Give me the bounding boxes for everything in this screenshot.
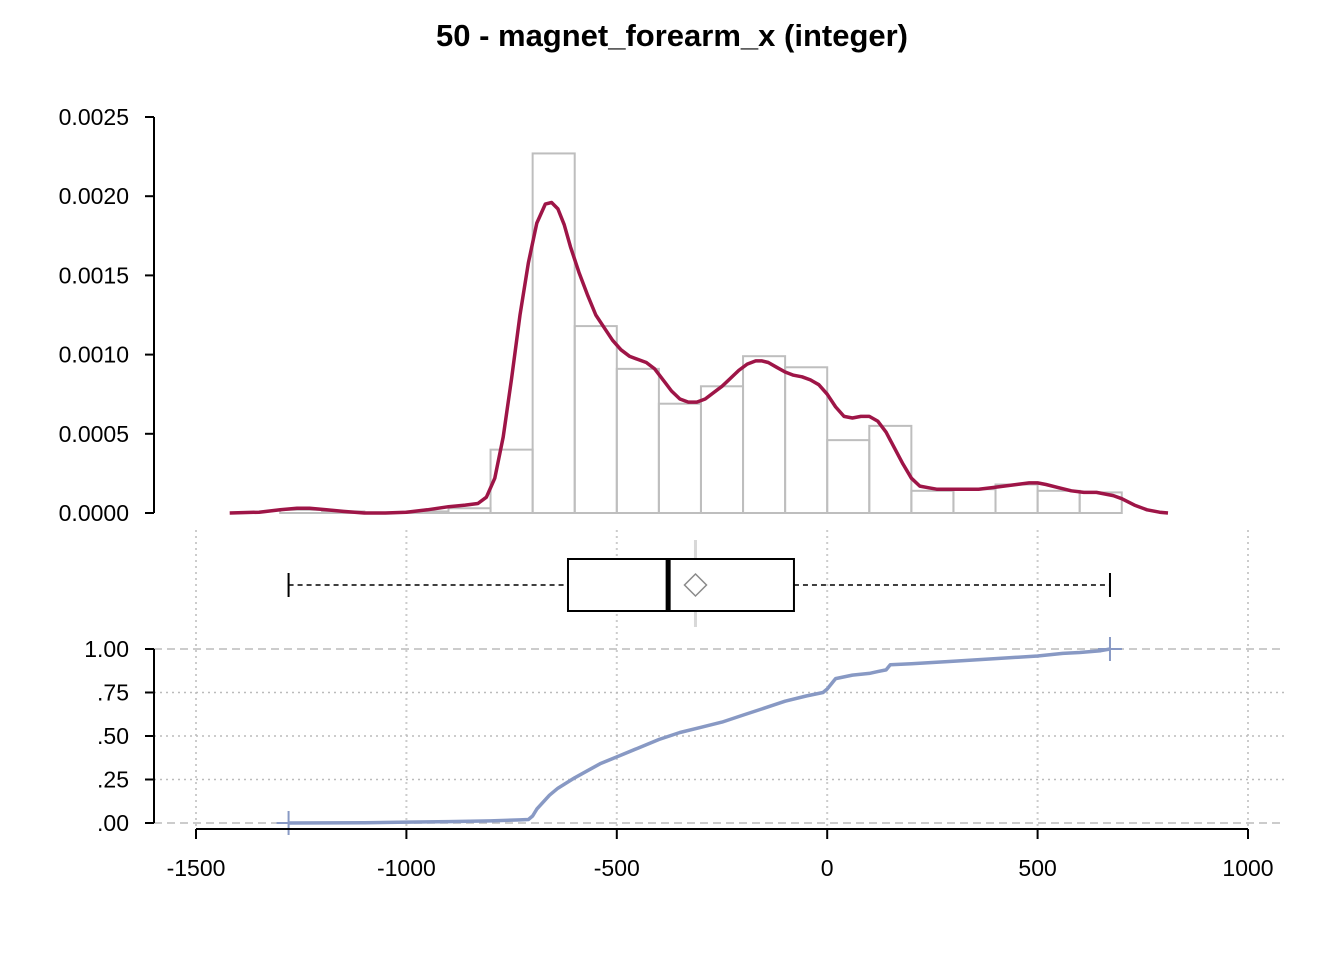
boxplot-mean-marker <box>683 572 708 598</box>
ecdf-y-tick-label-1: .25 <box>97 767 129 793</box>
histogram-bar-11 <box>742 355 787 514</box>
histogram-bar-10 <box>699 385 745 514</box>
histogram-y-tick-label-0: 0.0000 <box>59 500 129 526</box>
x-tick-label-2: -500 <box>594 855 640 881</box>
histogram-y-tick-label-2: 0.0010 <box>59 342 129 368</box>
histogram-y-tick-label-3: 0.0015 <box>59 262 129 288</box>
x-tick-label-0: -1500 <box>167 855 226 881</box>
x-tick-label-5: 1000 <box>1222 855 1273 881</box>
ecdf-curve <box>288 647 1111 825</box>
x-tick-label-1: -1000 <box>377 855 436 881</box>
histogram-bar-18 <box>1036 489 1081 515</box>
ecdf-y-tick-label-3: .75 <box>97 680 129 706</box>
boxplot-box <box>566 558 795 612</box>
histogram-bar-14 <box>868 424 913 515</box>
ecdf-y-tick-label-2: .50 <box>97 723 129 749</box>
chart-title: 50 - magnet_forearm_x (integer) <box>435 18 909 53</box>
histogram-bar-6 <box>531 152 576 514</box>
histogram-bar-8 <box>615 367 660 514</box>
histogram-y-tick-label-4: 0.0020 <box>59 183 129 209</box>
histogram-bar-7 <box>573 325 618 515</box>
histogram-bar-17 <box>994 483 1039 515</box>
histogram-bar-5 <box>489 448 534 515</box>
histogram-y-tick-label-5: 0.0025 <box>59 104 129 130</box>
histogram-bar-15 <box>910 489 955 515</box>
ecdf-y-tick-label-4: 1.00 <box>84 636 129 662</box>
x-tick-label-3: 0 <box>821 855 834 881</box>
density-curve <box>229 200 1169 515</box>
histogram-bar-9 <box>657 402 702 515</box>
ecdf-y-tick-label-0: .00 <box>97 810 129 836</box>
histogram-bar-4 <box>447 507 492 514</box>
x-tick-label-4: 500 <box>1018 855 1056 881</box>
histogram-y-tick-label-1: 0.0005 <box>59 421 129 447</box>
histogram-bar-16 <box>952 488 997 514</box>
histogram-bar-13 <box>826 439 871 514</box>
